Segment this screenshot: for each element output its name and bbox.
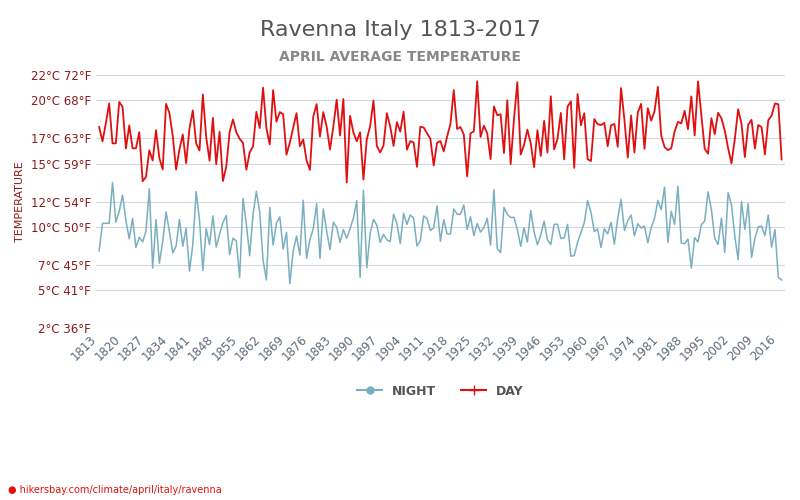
Y-axis label: TEMPERATURE: TEMPERATURE	[15, 161, 25, 242]
Text: APRIL AVERAGE TEMPERATURE: APRIL AVERAGE TEMPERATURE	[279, 50, 521, 64]
Legend: NIGHT, DAY: NIGHT, DAY	[352, 380, 529, 403]
Text: Ravenna Italy 1813-2017: Ravenna Italy 1813-2017	[259, 20, 541, 40]
Text: ● hikersbay.com/climate/april/italy/ravenna: ● hikersbay.com/climate/april/italy/rave…	[8, 485, 222, 495]
